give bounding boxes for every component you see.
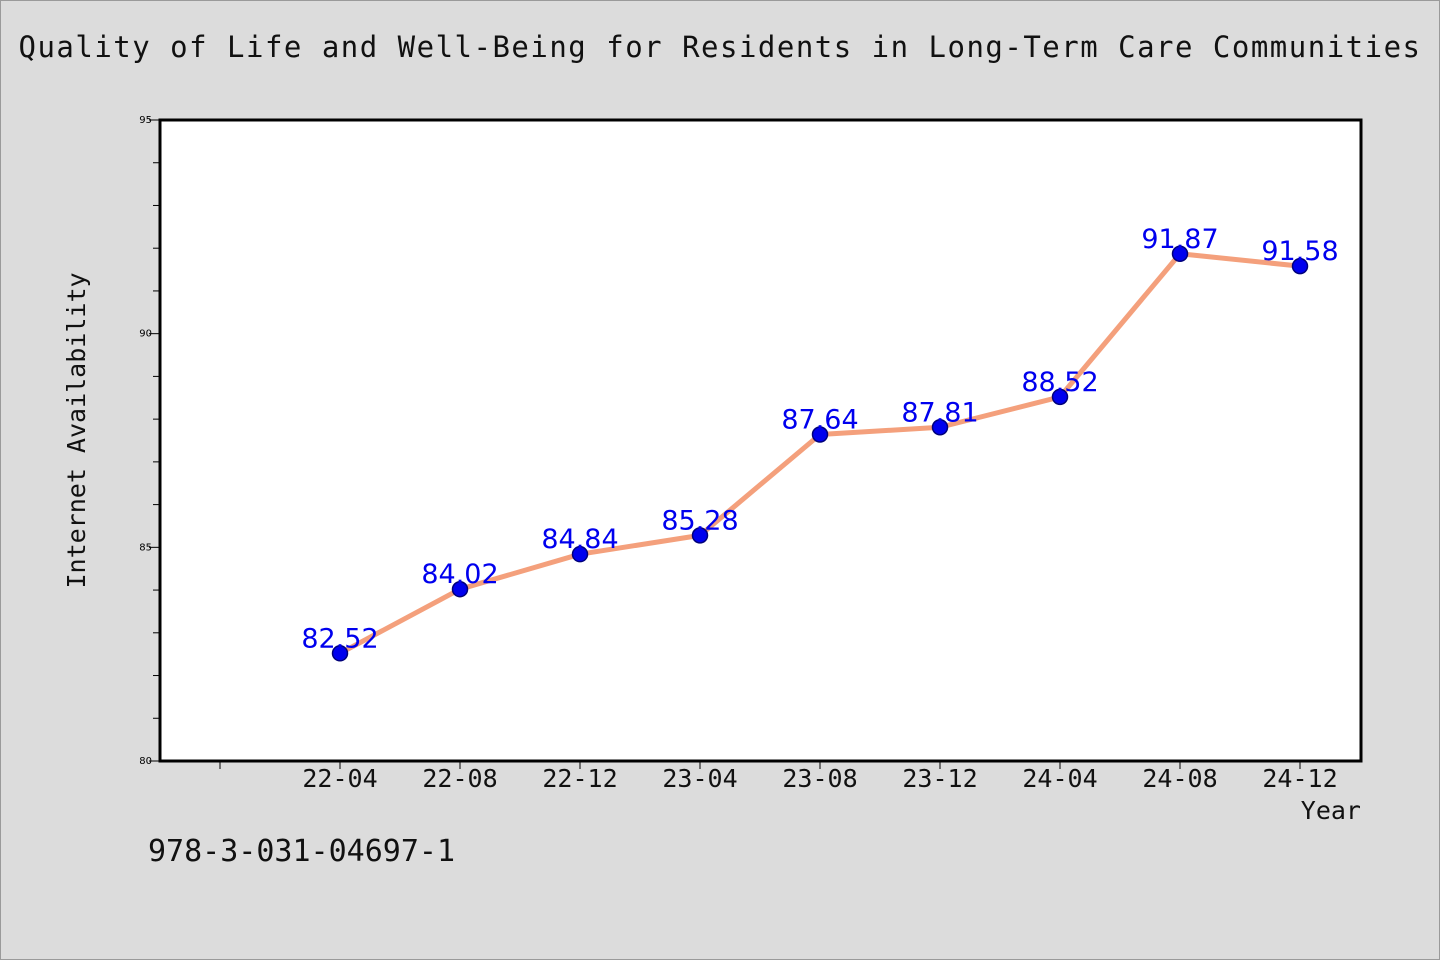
x-tick-label: 23-08	[782, 764, 857, 793]
data-label: 84.02	[421, 559, 498, 590]
data-point	[931, 419, 949, 436]
footer-code: 978-3-031-04697-1	[148, 834, 456, 869]
data-point	[571, 545, 589, 563]
x-tick-label: 24-08	[1142, 764, 1217, 793]
data-label: 88.52	[1021, 367, 1098, 398]
x-tick-label: 22-04	[302, 764, 377, 793]
x-tick-label: 22-08	[422, 764, 497, 793]
chart-title: Quality of Life and Well-Being for Resid…	[18, 30, 1422, 64]
data-label: 87.64	[781, 405, 858, 436]
x-axis-label: Year	[1301, 796, 1361, 825]
data-label: 87.81	[901, 397, 978, 428]
data-point	[1291, 257, 1309, 275]
data-label: 91.87	[1141, 224, 1218, 255]
y-tick-label: 90	[139, 329, 152, 340]
data-point	[811, 426, 829, 443]
plot-area	[158, 118, 1363, 763]
x-tick-label: 24-12	[1262, 764, 1337, 793]
data-label: 85.28	[661, 505, 738, 536]
y-tick-label: 95	[139, 115, 152, 126]
data-point	[1171, 245, 1189, 263]
x-tick-label: 23-12	[902, 764, 977, 793]
y-tick-label: 80	[139, 756, 152, 767]
y-axis-label: Internet Availability	[62, 272, 91, 588]
data-point	[331, 645, 349, 662]
data-point	[451, 580, 469, 598]
data-point	[1051, 388, 1069, 406]
x-tick-label: 23-04	[662, 764, 737, 793]
data-label: 84.84	[541, 524, 618, 555]
data-label: 91.58	[1261, 236, 1338, 267]
data-point	[691, 527, 709, 544]
x-tick-label: 24-04	[1022, 764, 1097, 793]
y-tick-label: 85	[139, 542, 152, 553]
data-label: 82.52	[301, 623, 378, 654]
x-tick-label: 22-12	[542, 764, 617, 793]
